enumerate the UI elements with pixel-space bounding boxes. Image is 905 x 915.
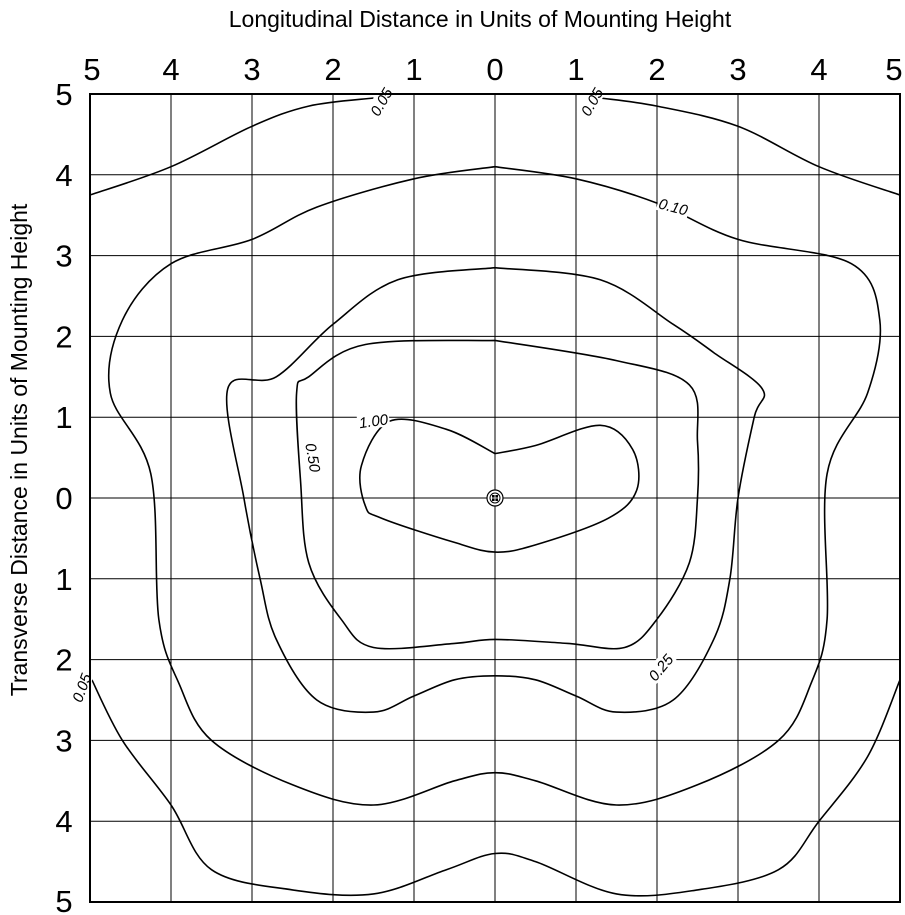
y-tick-label: 3 <box>55 723 72 758</box>
luminaire-inner-ring <box>489 492 501 504</box>
y-tick-label: 5 <box>55 77 72 112</box>
y-tick-label: 5 <box>55 884 72 915</box>
y-tick-label: 3 <box>55 239 72 274</box>
y-tick-label: 2 <box>55 319 72 354</box>
contour-label-background <box>643 649 677 685</box>
contour-line <box>359 418 640 553</box>
contour-line <box>89 97 374 196</box>
y-tick-labels: 5 4 3 2 1 0 1 2 3 4 5 <box>55 77 72 915</box>
contour-label-background <box>356 410 391 431</box>
y-axis-label: Transverse Distance in Units of Mounting… <box>6 203 32 696</box>
x-tick-label: 3 <box>729 52 746 87</box>
x-tick-label: 2 <box>648 52 665 87</box>
x-tick-label: 1 <box>405 52 422 87</box>
chart-title: Longitudinal Distance in Units of Mounti… <box>229 6 732 32</box>
x-tick-label: 1 <box>567 52 584 87</box>
y-tick-label: 4 <box>55 158 72 193</box>
x-tick-label: 4 <box>162 52 179 87</box>
contour-labels: 1.000.500.250.100.05 0.050.05 <box>67 83 691 706</box>
x-tick-label: 5 <box>885 52 902 87</box>
contour-line <box>295 339 700 650</box>
contour-label-background <box>655 194 691 219</box>
y-tick-label: 2 <box>55 643 72 678</box>
contour-line <box>600 97 901 196</box>
x-tick-label: 4 <box>810 52 827 87</box>
y-tick-label: 0 <box>55 481 72 516</box>
contour-line <box>225 266 766 714</box>
y-tick-label: 1 <box>55 400 72 435</box>
contour-lines <box>89 97 901 897</box>
x-tick-label: 0 <box>486 52 503 87</box>
contour-label: 0.10 <box>657 196 690 220</box>
contour-label: 1.00 <box>358 411 390 432</box>
y-tick-label: 4 <box>55 804 72 839</box>
contour-label-background <box>365 83 396 120</box>
contour-label-background <box>67 669 94 706</box>
contour-label-background <box>303 440 325 475</box>
contour-line <box>107 165 882 806</box>
y-tick-label: 1 <box>55 562 72 597</box>
luminaire-icon <box>486 489 504 507</box>
plot-frame <box>89 93 901 903</box>
x-tick-label: 2 <box>324 52 341 87</box>
x-tick-label: 3 <box>243 52 260 87</box>
contour-line <box>89 675 901 897</box>
contour-label-background <box>576 83 607 120</box>
contour-label: 0.50 <box>301 442 323 474</box>
contour-label: 0.05 <box>69 671 95 705</box>
x-tick-label: 5 <box>83 52 100 87</box>
x-tick-labels: 5 4 3 2 1 0 1 2 3 4 5 <box>83 52 902 87</box>
